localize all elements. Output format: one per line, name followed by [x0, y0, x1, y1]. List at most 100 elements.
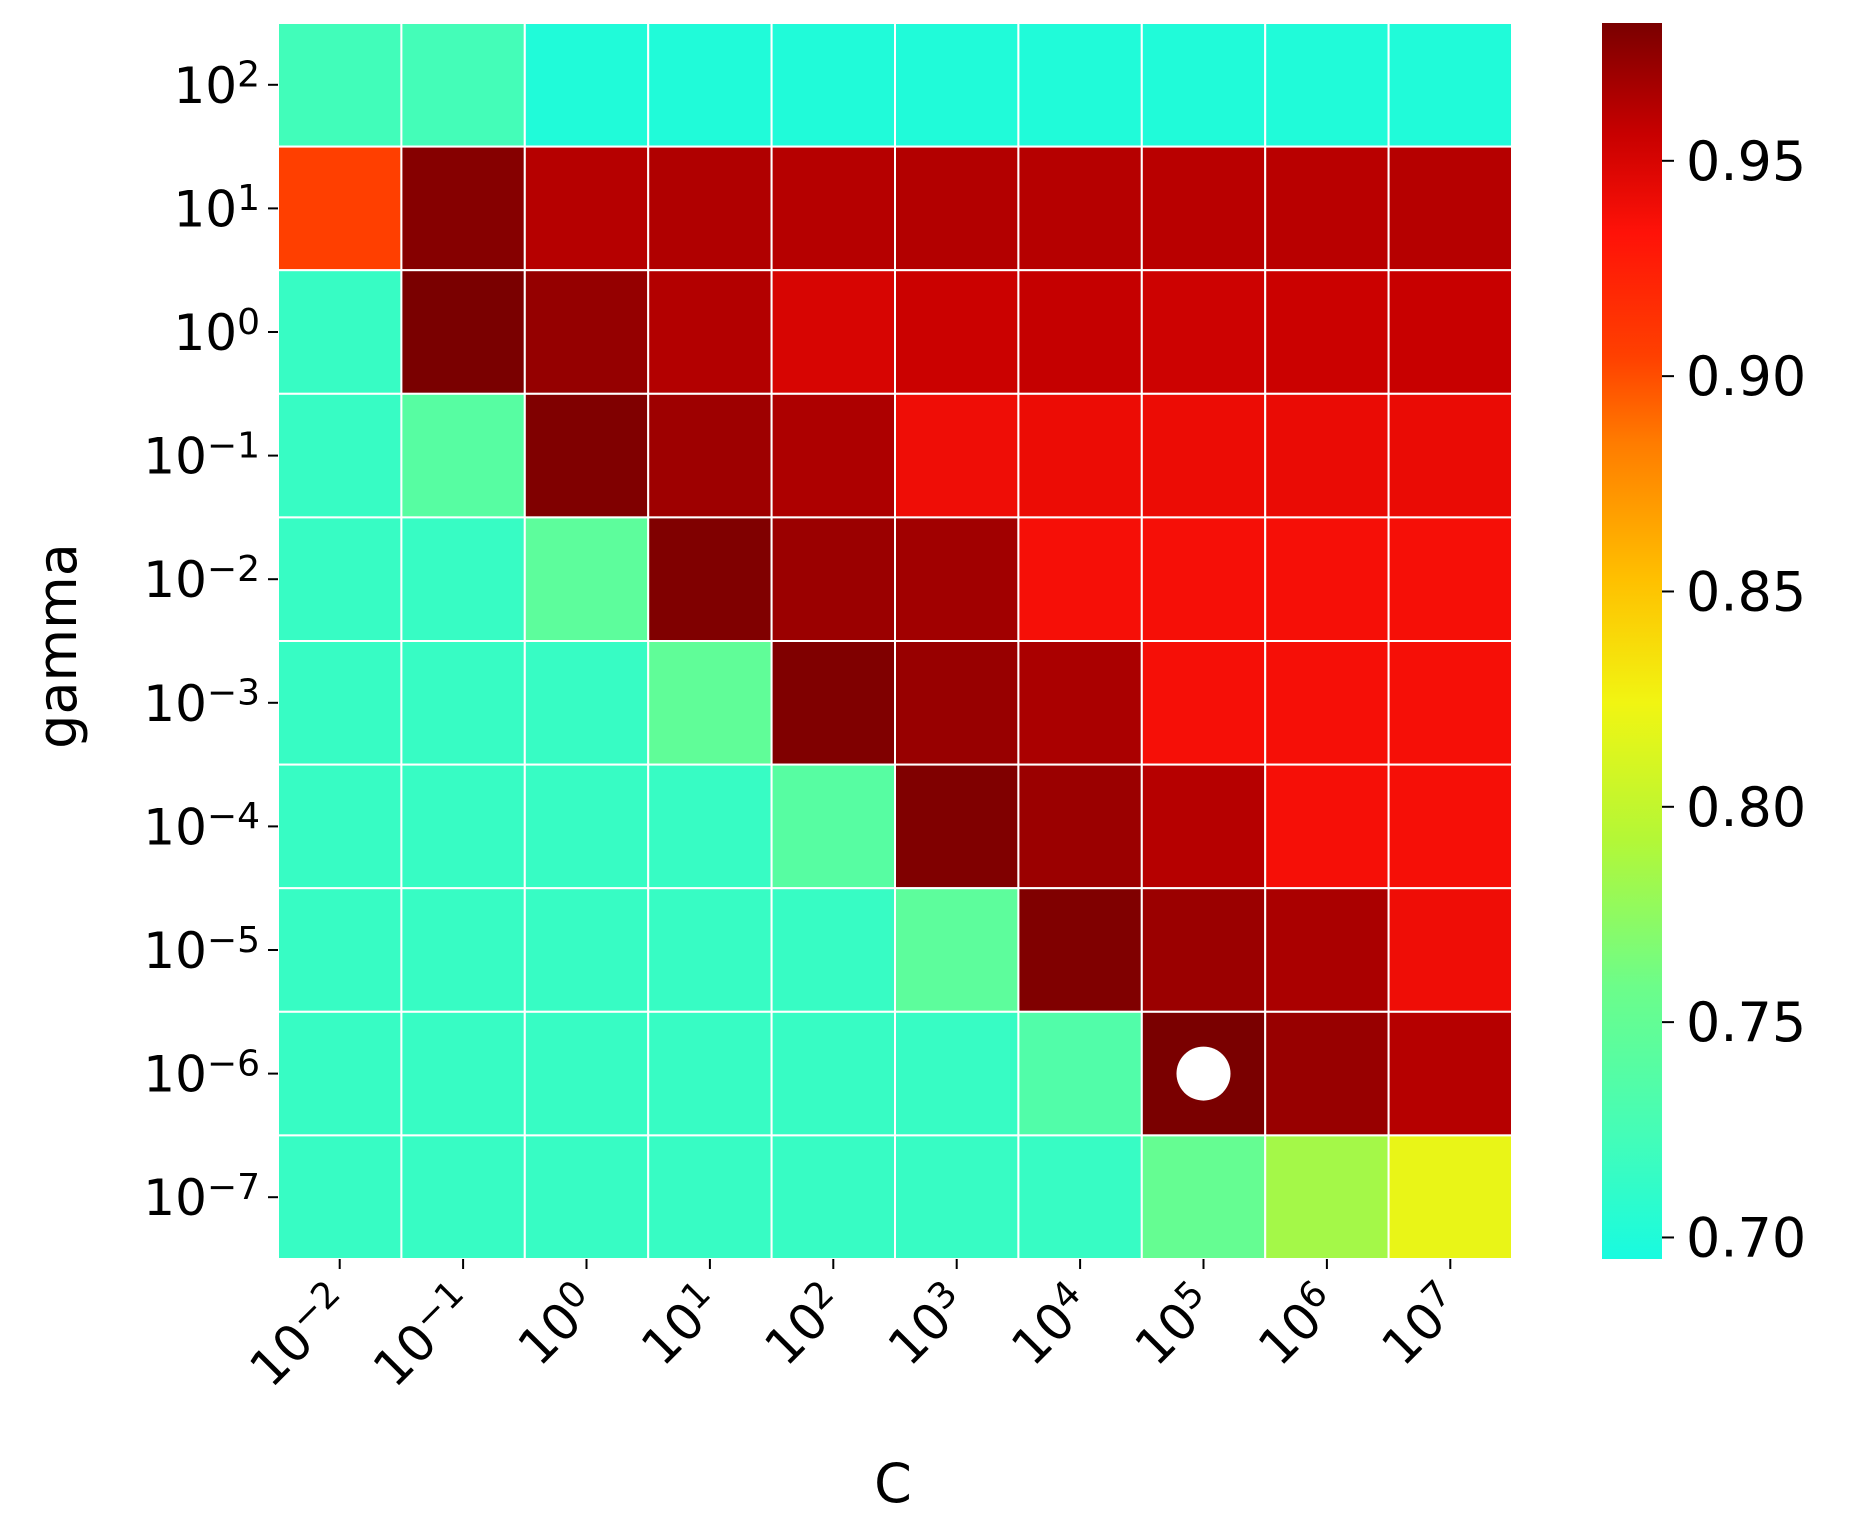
heatmap-cell — [523, 516, 650, 643]
heatmap-cell — [523, 392, 650, 519]
heatmap-cell — [1387, 145, 1513, 272]
heatmap-cell — [647, 1134, 773, 1261]
heatmap-cell — [1387, 640, 1513, 766]
heatmap-cell — [1017, 22, 1143, 148]
heatmap-cell — [277, 763, 403, 890]
heatmap-cell — [277, 269, 403, 395]
heatmap-cell — [1387, 1134, 1513, 1261]
heatmap-cell — [1140, 887, 1267, 1013]
heatmap-cell — [647, 516, 773, 643]
heatmap-cell — [277, 1010, 403, 1137]
heatmap-cell — [1017, 763, 1143, 890]
heatmap-cell — [277, 1134, 403, 1261]
heatmap-cell — [277, 392, 403, 519]
heatmap-cell — [1017, 392, 1143, 519]
heatmap-cell — [1264, 516, 1390, 643]
heatmap-cell — [1264, 1134, 1390, 1261]
heatmap-cell — [770, 516, 896, 643]
y-tick-label: 10−1 — [143, 425, 260, 485]
heatmap-cell — [1017, 269, 1143, 395]
heatmap-cell — [770, 392, 896, 519]
y-tick-label: 102 — [173, 55, 260, 115]
heatmap-cell — [647, 1010, 773, 1137]
heatmap-cell — [400, 640, 526, 766]
heatmap-cell — [647, 269, 773, 395]
x-tick-label: 10−1 — [360, 1273, 485, 1398]
y-tick-label: 10−4 — [143, 796, 260, 856]
heatmap-cell — [1264, 887, 1390, 1013]
y-tick-label: 10−2 — [143, 549, 260, 609]
heatmap-cell — [770, 269, 896, 395]
colorbar-tick-label: 0.85 — [1686, 560, 1806, 623]
heatmap-cell — [894, 269, 1020, 395]
x-tick-label: 103 — [875, 1273, 979, 1377]
best-point-marker — [1176, 1046, 1231, 1101]
heatmap-cell — [894, 1010, 1020, 1137]
x-tick-label: 100 — [505, 1273, 609, 1377]
y-tick-label: 10−7 — [143, 1167, 260, 1227]
heatmap-cell — [894, 1134, 1020, 1261]
colorbar-tick-label: 0.80 — [1686, 776, 1806, 839]
heatmap-cell — [400, 763, 526, 890]
heatmap-cell — [1264, 1010, 1390, 1137]
y-tick-label: 10−3 — [143, 673, 260, 733]
heatmap-cell — [400, 1134, 526, 1261]
y-tick-label: 101 — [173, 178, 260, 238]
heatmap-cell — [277, 145, 403, 272]
heatmap-cell — [400, 1010, 526, 1137]
heatmap-cell — [400, 392, 526, 519]
y-tick-label: 10−5 — [143, 920, 260, 980]
y-axis-ticks: 102 101 100 10−1 10−2 10−3 10−4 10−5 10−6 10−7 — [143, 55, 278, 1227]
heatmap-cell — [1140, 269, 1267, 395]
x-tick-label: 101 — [629, 1273, 733, 1377]
y-tick-label: 10−6 — [143, 1043, 260, 1103]
x-tick-label: 107 — [1369, 1273, 1473, 1377]
colorbar — [1602, 23, 1662, 1259]
heatmap-cell — [1140, 145, 1267, 272]
heatmap-cell — [1140, 1134, 1267, 1261]
best-point-marker-layer — [1176, 1046, 1231, 1101]
heatmap-cell — [523, 763, 650, 890]
heatmap-cell — [1017, 145, 1143, 272]
heatmap-cell — [1387, 763, 1513, 890]
colorbar-ticks: 0.70 0.75 0.80 0.85 0.90 0.95 — [1662, 130, 1806, 1269]
heatmap-cell — [1017, 516, 1143, 643]
heatmap-cell — [894, 887, 1020, 1013]
heatmap-cell — [1264, 22, 1390, 148]
heatmap-cell — [770, 763, 896, 890]
heatmap-cell — [277, 22, 403, 148]
heatmap-cell — [770, 887, 896, 1013]
heatmap-cell — [647, 640, 773, 766]
heatmap-cell — [894, 145, 1020, 272]
heatmap-cell — [1017, 887, 1143, 1013]
x-tick-label: 104 — [999, 1273, 1103, 1377]
heatmap-cell — [894, 392, 1020, 519]
y-axis-label: gamma — [26, 543, 89, 749]
heatmap-cell — [1264, 392, 1390, 519]
y-tick-label: 100 — [173, 302, 260, 362]
heatmap-cell — [1140, 22, 1267, 148]
colorbar-tick-label: 0.90 — [1686, 345, 1806, 408]
heatmap-cells — [277, 22, 1513, 1261]
heatmap-cell — [1017, 1134, 1143, 1261]
heatmap-cell — [1140, 392, 1267, 519]
heatmap-cell — [400, 887, 526, 1013]
heatmap-cell — [770, 1134, 896, 1261]
heatmap-cell — [647, 763, 773, 890]
x-axis-label: C — [874, 1452, 912, 1515]
heatmap-cell — [1387, 392, 1513, 519]
heatmap-cell — [400, 22, 526, 148]
heatmap-cell — [400, 145, 526, 272]
heatmap-cell — [647, 887, 773, 1013]
heatmap-cell — [523, 640, 650, 766]
heatmap-cell — [400, 516, 526, 643]
colorbar-tick-label: 0.75 — [1686, 991, 1806, 1054]
heatmap-cell — [523, 1134, 650, 1261]
heatmap-cell — [400, 269, 526, 395]
heatmap-cell — [1264, 763, 1390, 890]
heatmap-cell — [647, 392, 773, 519]
x-tick-label: 105 — [1122, 1273, 1226, 1377]
x-tick-label: 102 — [752, 1273, 856, 1377]
heatmap-cell — [770, 1010, 896, 1137]
